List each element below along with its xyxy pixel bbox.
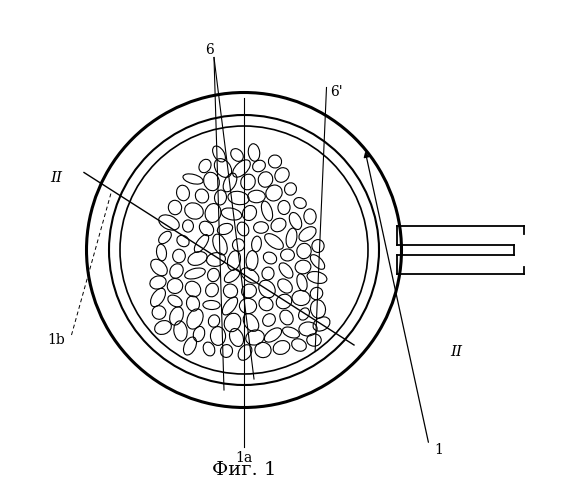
Text: 1: 1 [435, 443, 443, 457]
Text: 1b: 1b [47, 333, 65, 347]
Text: 6: 6 [205, 43, 213, 57]
Circle shape [120, 126, 368, 374]
Text: Фиг. 1: Фиг. 1 [212, 461, 276, 479]
Text: II: II [50, 170, 62, 184]
Text: 1a: 1a [235, 450, 253, 464]
Text: II: II [450, 346, 462, 360]
Text: 6': 6' [330, 86, 343, 100]
